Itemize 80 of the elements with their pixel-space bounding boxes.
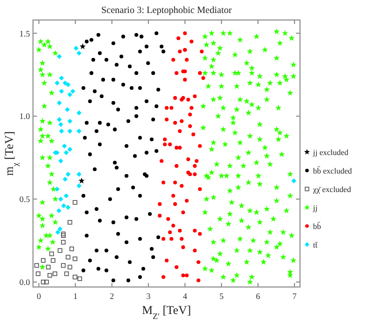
x-tick-label: 6 (256, 291, 260, 301)
point (64, 150, 69, 156)
point (68, 220, 72, 225)
point (46, 264, 51, 270)
legend-label: tt̄ (313, 240, 318, 250)
point (59, 76, 64, 81)
point (67, 92, 72, 98)
point (56, 54, 62, 59)
point (61, 240, 66, 245)
point (59, 88, 64, 94)
point (58, 226, 62, 232)
x-tick-label: 3 (146, 291, 151, 301)
x-axis-title: M$_{Z′}$ [TeV] (142, 303, 192, 320)
point (70, 88, 76, 94)
point (69, 246, 74, 252)
point (66, 254, 70, 260)
x-tick-label: 2 (110, 291, 114, 301)
point (44, 280, 49, 284)
point (40, 280, 46, 284)
point (61, 203, 66, 208)
point (76, 50, 82, 56)
y-tick-label: 1.0 (19, 111, 30, 122)
point (76, 183, 82, 188)
point (54, 186, 60, 192)
point (56, 208, 62, 214)
point (80, 43, 86, 50)
point (72, 274, 78, 280)
point (52, 271, 58, 276)
point (291, 178, 296, 184)
y-tick-label: 1.5 (19, 28, 30, 38)
point (64, 107, 70, 112)
point (36, 271, 40, 276)
legend-label: jj (312, 204, 318, 212)
x-tick-label: 4 (182, 291, 188, 301)
point (58, 158, 64, 164)
point (66, 204, 71, 210)
legend-label: bb̄ (313, 222, 321, 231)
legend-label: jj excluded (312, 148, 348, 157)
point (62, 80, 68, 86)
point (74, 46, 79, 51)
point (66, 82, 71, 88)
point (76, 128, 82, 134)
point (59, 128, 64, 134)
point (77, 276, 82, 282)
point (62, 176, 68, 182)
x-tick-label: 7 (292, 291, 297, 301)
point (67, 118, 72, 124)
legend-label: χχ̄ excluded (312, 185, 351, 194)
point (58, 122, 64, 127)
point (67, 128, 72, 134)
point (58, 248, 62, 253)
point (56, 100, 62, 106)
point (62, 144, 67, 149)
point (72, 200, 78, 205)
point (61, 263, 66, 268)
point (50, 258, 56, 263)
point (76, 172, 82, 177)
point (55, 230, 60, 235)
point (48, 273, 52, 278)
point (58, 196, 64, 202)
point (67, 146, 72, 152)
point (64, 271, 69, 276)
point (72, 256, 78, 262)
x-tick-label: 5 (219, 291, 224, 301)
point (64, 193, 69, 198)
x-tick-label: 0 (36, 291, 41, 301)
point (54, 80, 60, 86)
point (34, 263, 39, 268)
point (56, 117, 62, 122)
legend-label: bb̄ excluded (313, 166, 352, 176)
y-tick-label: 0.0 (19, 277, 30, 288)
y-tick-label: 0.5 (19, 194, 30, 204)
point (66, 172, 71, 177)
x-tick-label: 1 (73, 291, 78, 301)
point (76, 110, 82, 116)
chart-title: Scenario 3: Leptophobic Mediator (101, 6, 233, 16)
point (49, 252, 54, 256)
point (78, 178, 85, 184)
point (40, 258, 46, 263)
point (68, 264, 72, 270)
